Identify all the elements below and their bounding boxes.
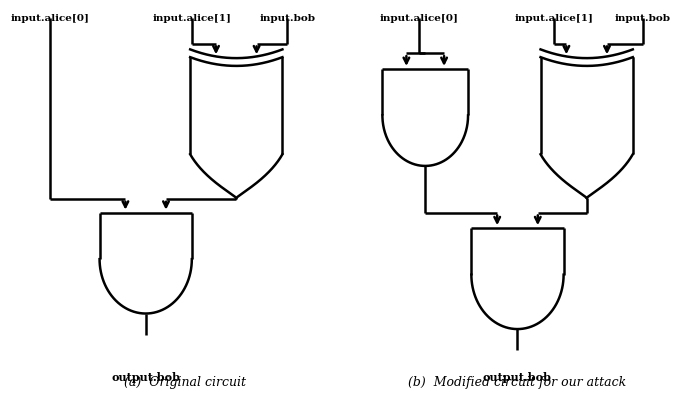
Text: input.bob: input.bob	[260, 15, 315, 23]
Text: (b)  Modified circuit for our attack: (b) Modified circuit for our attack	[408, 376, 627, 389]
Text: input.alice[1]: input.alice[1]	[152, 15, 232, 23]
Text: output.bob: output.bob	[111, 372, 180, 383]
Text: input.alice[0]: input.alice[0]	[11, 15, 90, 23]
Text: input.alice[0]: input.alice[0]	[379, 15, 458, 23]
Text: input.bob: input.bob	[614, 15, 671, 23]
Text: (a)  Original circuit: (a) Original circuit	[124, 376, 246, 389]
Text: output.bob: output.bob	[483, 372, 552, 383]
Text: input.alice[1]: input.alice[1]	[514, 15, 593, 23]
